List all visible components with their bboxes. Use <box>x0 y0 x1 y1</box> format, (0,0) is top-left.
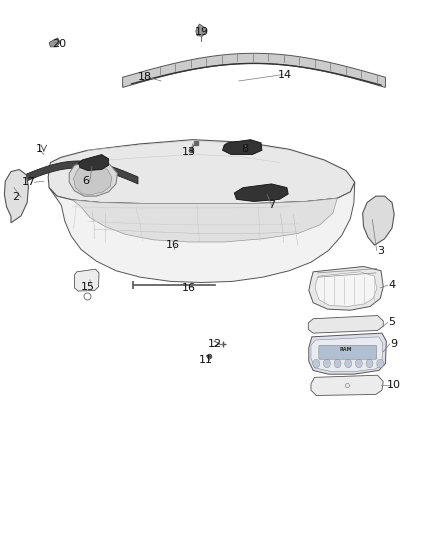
Polygon shape <box>311 337 383 372</box>
Text: 12: 12 <box>208 339 222 349</box>
Text: 5: 5 <box>389 318 396 327</box>
Text: 20: 20 <box>52 39 66 49</box>
Text: 15: 15 <box>81 282 95 292</box>
Polygon shape <box>49 182 355 282</box>
Text: 18: 18 <box>138 72 152 82</box>
Text: 9: 9 <box>391 339 398 349</box>
Polygon shape <box>49 38 60 47</box>
Polygon shape <box>363 196 394 245</box>
Polygon shape <box>196 24 206 36</box>
Text: 2: 2 <box>12 192 19 202</box>
Circle shape <box>334 359 341 368</box>
Polygon shape <box>311 375 383 395</box>
Polygon shape <box>123 53 385 87</box>
Text: 13: 13 <box>181 147 195 157</box>
Polygon shape <box>223 140 262 155</box>
Text: 16: 16 <box>166 240 180 250</box>
Text: 19: 19 <box>194 27 208 37</box>
Circle shape <box>345 359 352 368</box>
Circle shape <box>313 359 320 368</box>
Polygon shape <box>4 169 28 223</box>
Text: 8: 8 <box>242 144 249 154</box>
Polygon shape <box>309 333 386 374</box>
Polygon shape <box>315 272 377 306</box>
Text: 7: 7 <box>268 200 275 210</box>
Polygon shape <box>74 165 112 195</box>
Text: 16: 16 <box>181 283 195 293</box>
Text: 14: 14 <box>278 70 292 79</box>
Text: 6: 6 <box>82 176 89 186</box>
Polygon shape <box>308 316 383 333</box>
FancyBboxPatch shape <box>319 345 377 359</box>
Text: 1: 1 <box>36 144 43 154</box>
Circle shape <box>355 359 362 368</box>
Text: 3: 3 <box>378 246 385 255</box>
Polygon shape <box>72 198 337 242</box>
Text: 10: 10 <box>387 380 401 390</box>
Text: RAM: RAM <box>340 346 352 352</box>
Text: 11: 11 <box>199 355 213 365</box>
Polygon shape <box>234 184 288 201</box>
Circle shape <box>323 359 330 368</box>
Polygon shape <box>309 266 383 310</box>
Polygon shape <box>20 161 138 184</box>
Polygon shape <box>79 155 109 171</box>
Text: 4: 4 <box>389 280 396 290</box>
Polygon shape <box>48 140 355 204</box>
Polygon shape <box>69 161 117 196</box>
Text: 17: 17 <box>21 177 35 187</box>
Circle shape <box>377 359 384 368</box>
Circle shape <box>366 359 373 368</box>
Polygon shape <box>74 269 99 291</box>
